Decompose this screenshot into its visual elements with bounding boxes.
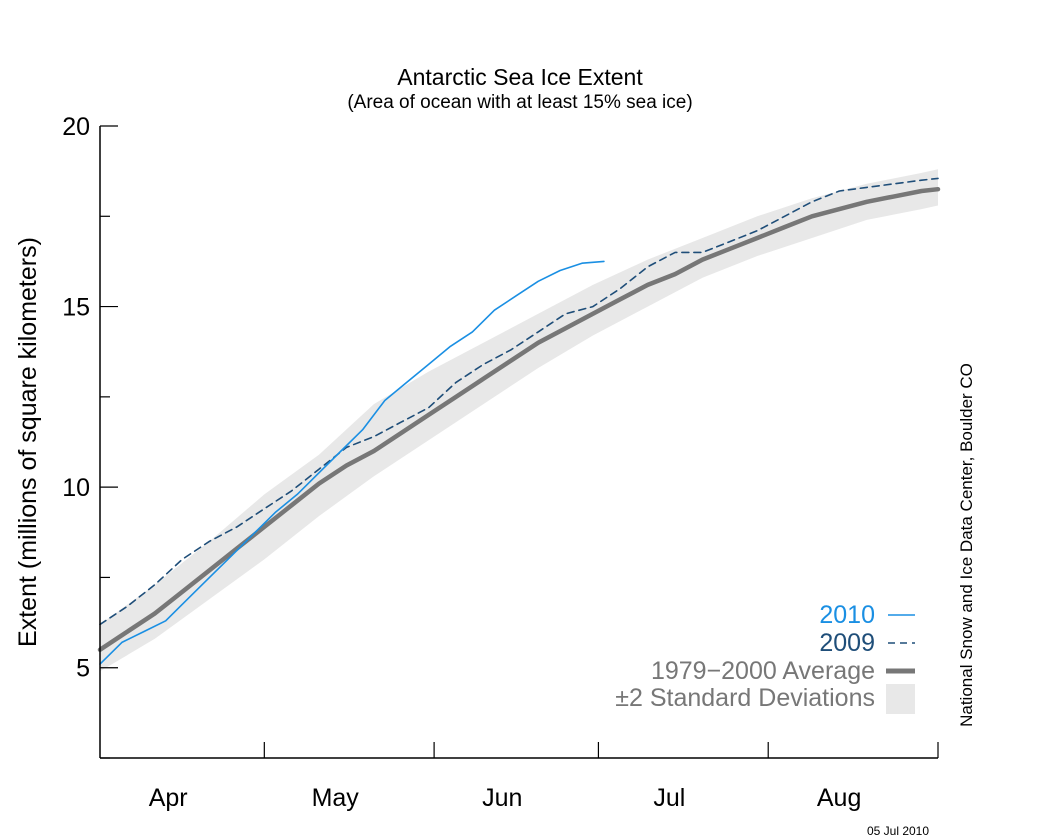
- legend-label-band: ±2 Standard Deviations: [615, 684, 875, 712]
- y-tick-label: 10: [62, 474, 90, 502]
- x-tick-label-may: May: [312, 784, 360, 812]
- chart-subtitle: (Area of ocean with at least 15% sea ice…: [347, 92, 692, 113]
- std-dev-band-layer: [100, 169, 938, 672]
- x-tick-label-apr: Apr: [149, 784, 188, 812]
- credit-label: National Snow and Ice Data Center, Bould…: [957, 363, 976, 727]
- std-dev-band: [100, 169, 938, 672]
- y-axis-label: Extent (millions of square kilometers): [14, 237, 42, 647]
- y-tick-label: 15: [62, 294, 90, 322]
- axes: [99, 126, 938, 759]
- legend: 2010 2009 1979−2000 Average ±2 Standard …: [615, 601, 915, 714]
- x-tick-label-jul: Jul: [653, 784, 685, 812]
- date-stamp: 05 Jul 2010: [867, 824, 929, 838]
- chart-title: Antarctic Sea Ice Extent: [397, 64, 643, 90]
- legend-label-2010: 2010: [819, 601, 875, 629]
- legend-label-average: 1979−2000 Average: [651, 657, 875, 685]
- series-layer: [97, 177, 941, 665]
- y-ticks: 5 10 15 20: [62, 113, 118, 759]
- series-line-2009: [99, 177, 939, 626]
- x-tick-label-jun: Jun: [482, 784, 522, 812]
- y-tick-label: 5: [76, 655, 90, 683]
- series-line-2010: [99, 260, 605, 665]
- legend-label-2009: 2009: [819, 629, 875, 657]
- y-tick-label: 20: [62, 113, 90, 141]
- x-tick-label-aug: Aug: [817, 784, 861, 812]
- legend-swatch-band: [886, 684, 915, 714]
- x-ticks: Apr May Jun Jul Aug: [149, 742, 939, 812]
